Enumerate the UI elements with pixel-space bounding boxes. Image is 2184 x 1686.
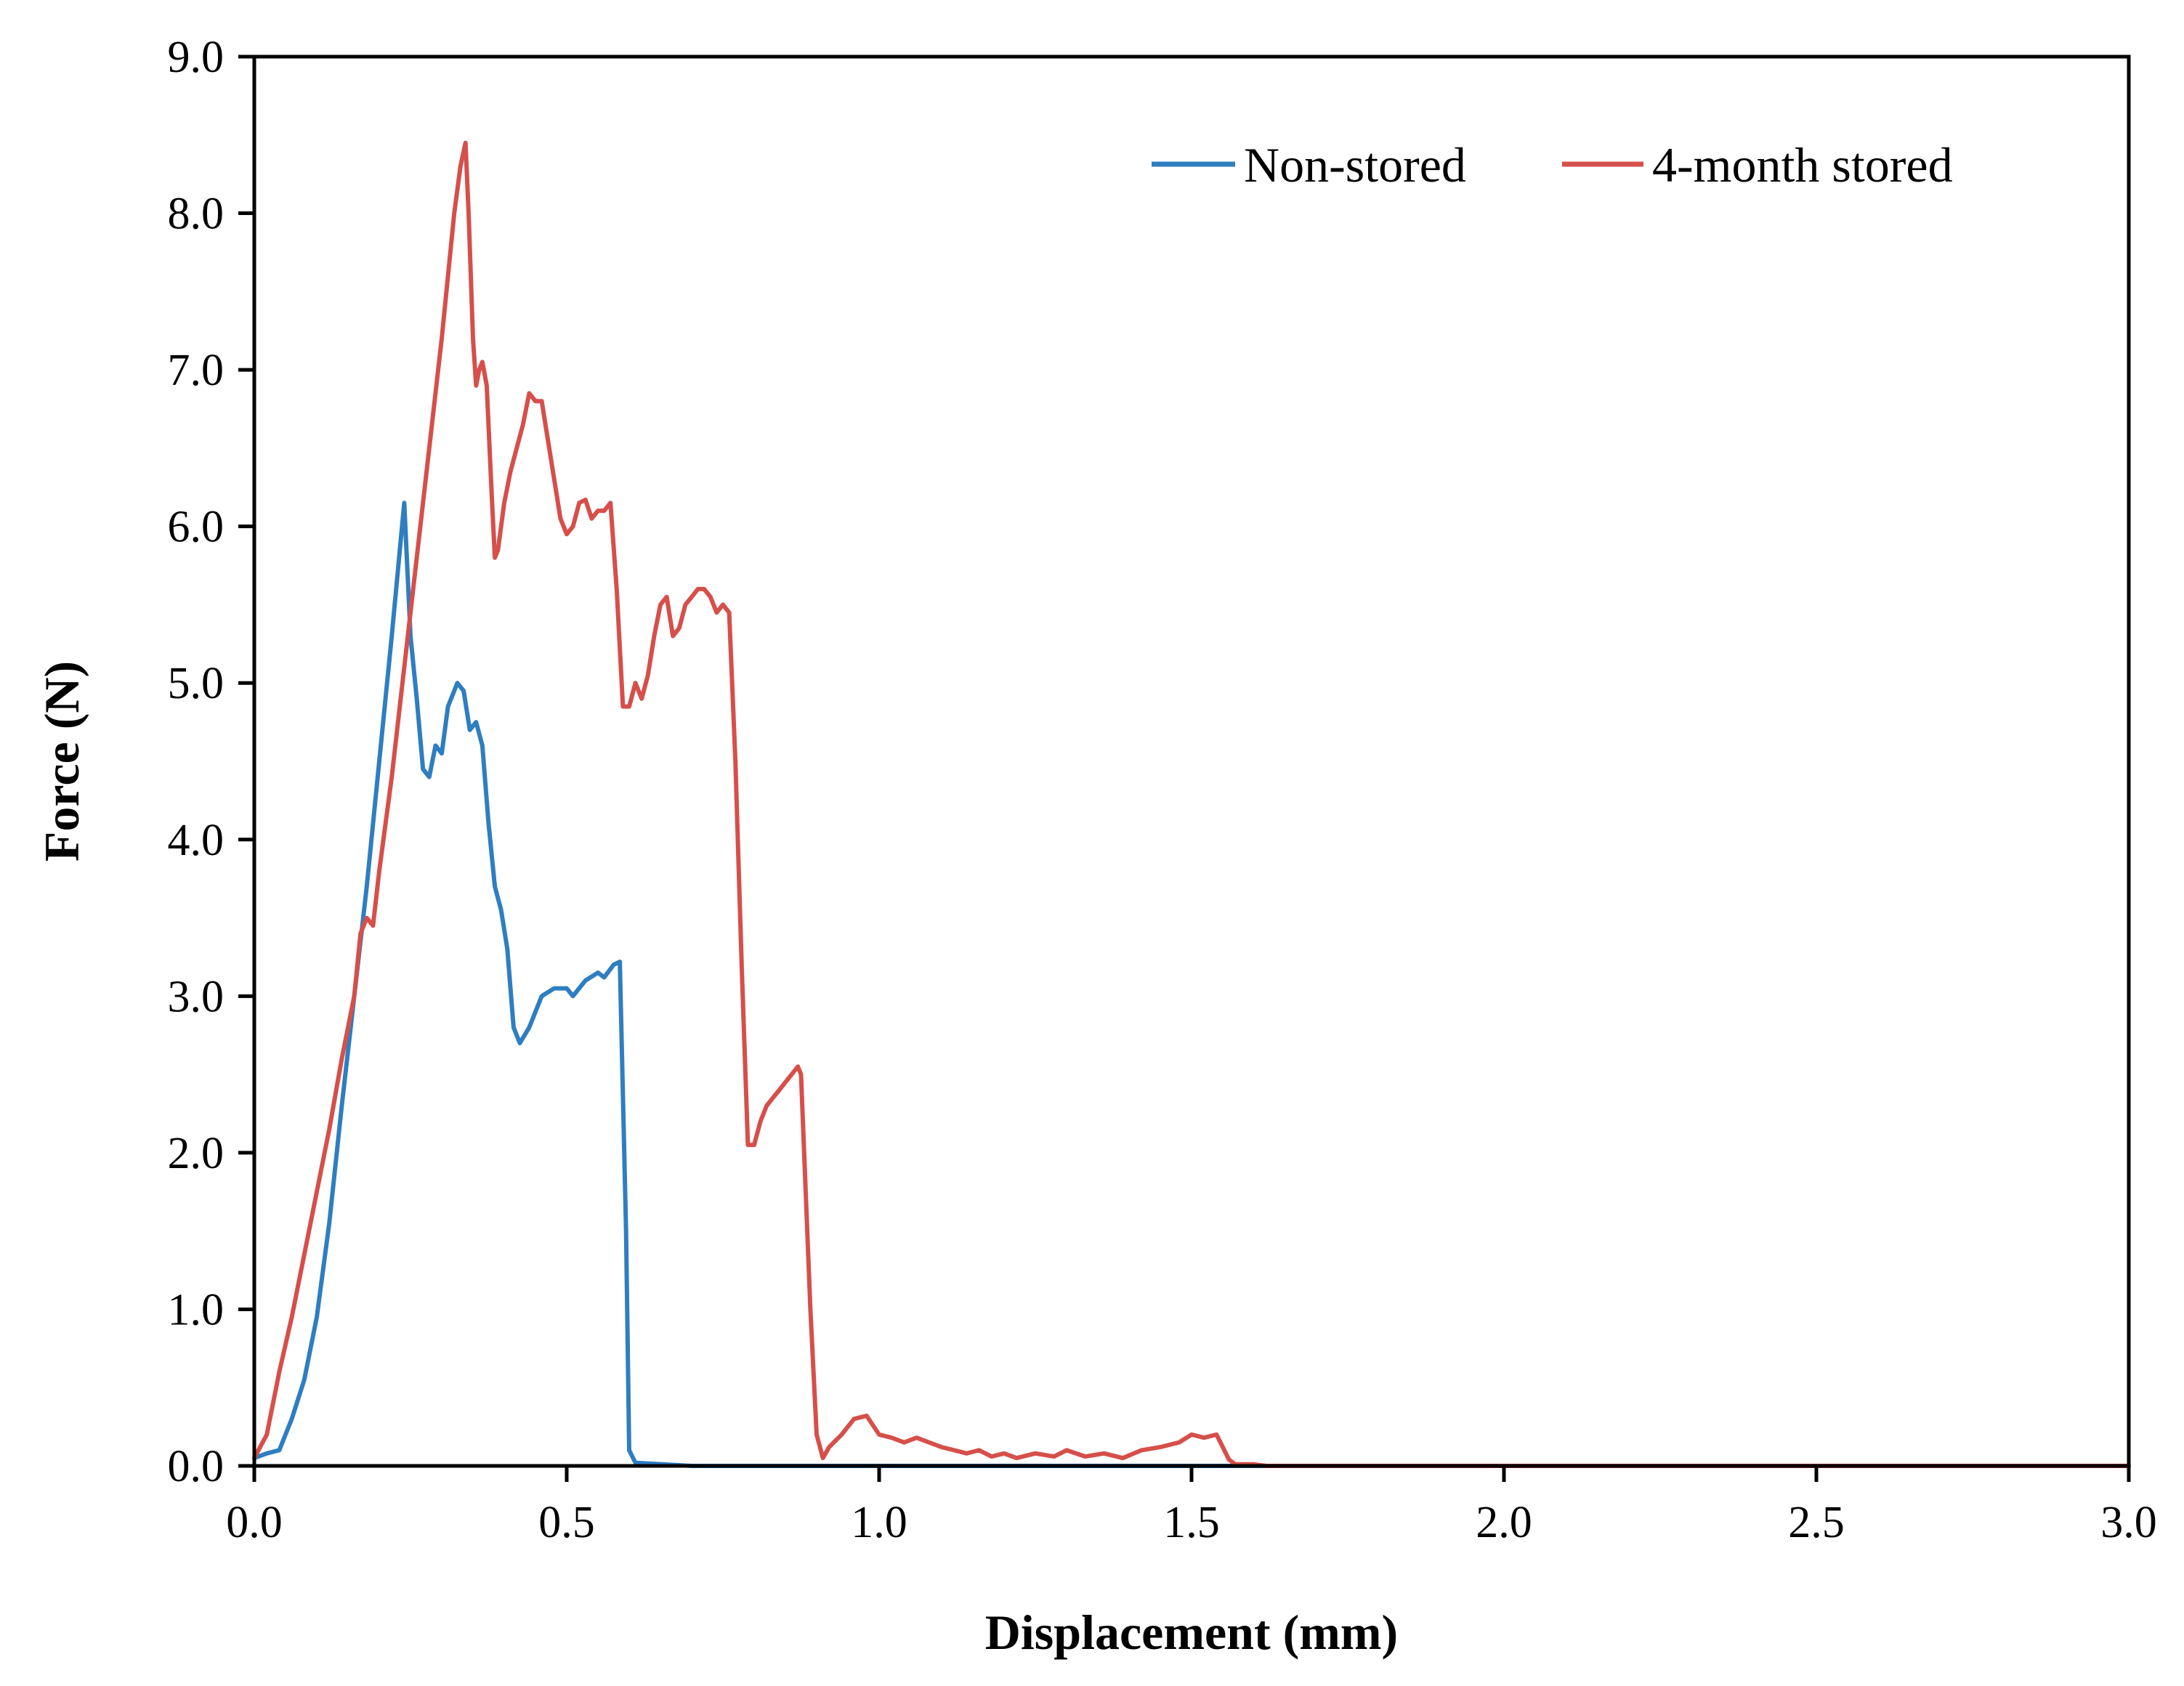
x-tick-label: 1.0: [851, 1498, 907, 1547]
legend-label-non-stored: Non-stored: [1244, 137, 1466, 192]
y-tick-label: 9.0: [168, 33, 225, 82]
y-axis-title: Force (N): [34, 661, 89, 862]
y-tick-label: 6.0: [168, 503, 225, 552]
y-tick-label: 2.0: [168, 1129, 225, 1178]
legend-label-4-month-stored: 4-month stored: [1652, 137, 1953, 192]
y-tick-label: 4.0: [168, 816, 225, 865]
y-tick-label: 3.0: [168, 972, 225, 1021]
x-tick-label: 0.0: [226, 1498, 283, 1547]
y-axis: 0.0 1.0 2.0 3.0 4.0 5.0 6.0 7.0 8.0 9.0: [168, 33, 254, 1491]
y-tick-label: 5.0: [168, 659, 225, 708]
series-line-4-month-stored: [252, 140, 2131, 1468]
x-axis: 0.0 0.5 1.0 1.5 2.0 2.5 3.0: [226, 1466, 2157, 1547]
x-tick-label: 0.5: [538, 1498, 595, 1547]
plot-series: [252, 140, 2131, 1468]
x-tick-label: 1.5: [1163, 1498, 1220, 1547]
y-tick-label: 1.0: [168, 1285, 225, 1334]
y-tick-label: 7.0: [168, 346, 225, 395]
y-tick-label: 0.0: [168, 1442, 225, 1491]
x-tick-label: 3.0: [2100, 1498, 2157, 1547]
x-tick-label: 2.0: [1476, 1498, 1532, 1547]
x-tick-label: 2.5: [1788, 1498, 1845, 1547]
legend: Non-stored 4-month stored: [1152, 137, 1953, 192]
x-axis-title: Displacement (mm): [985, 1605, 1398, 1660]
y-tick-label: 8.0: [168, 190, 225, 239]
